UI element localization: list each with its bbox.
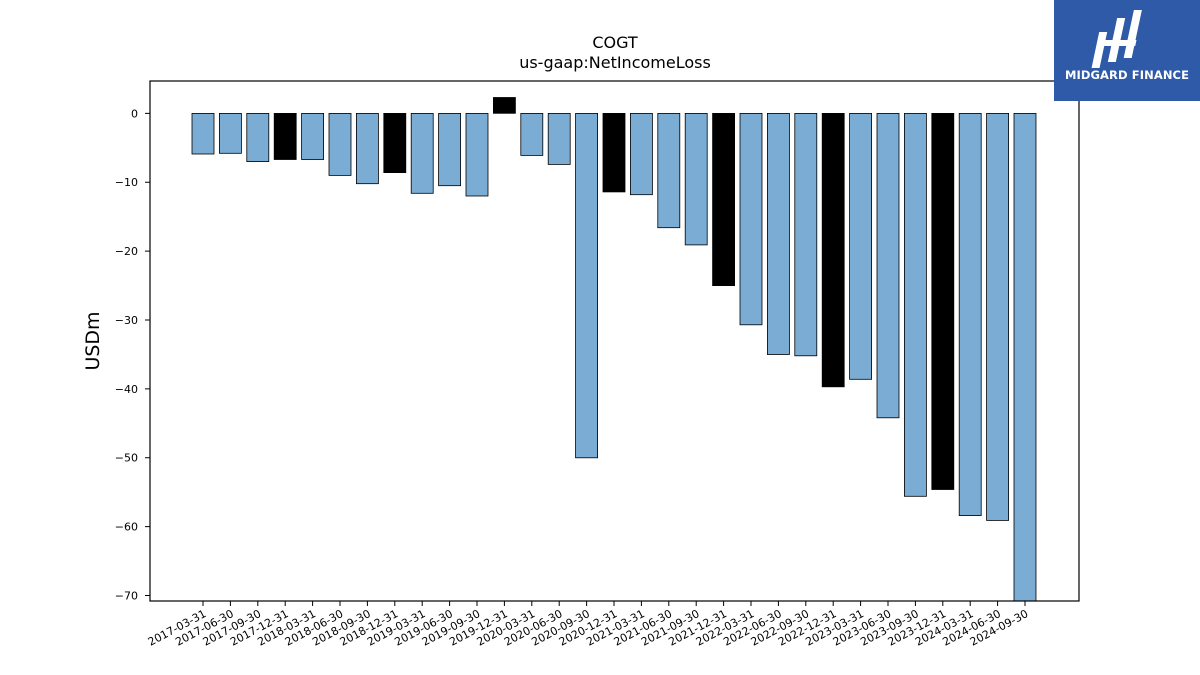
- y-tick-label: −10: [115, 176, 138, 189]
- bar-2023-09-30: [904, 113, 927, 497]
- bar-2021-03-31: [630, 113, 653, 196]
- y-tick-label: −20: [115, 245, 138, 258]
- bar-2019-06-30: [438, 113, 462, 187]
- y-tick-label: −30: [115, 314, 138, 327]
- brand-name: MIDGARD FINANCE: [1064, 68, 1190, 82]
- bar-2019-03-31: [410, 113, 434, 194]
- bar-2024-03-31: [958, 113, 982, 517]
- x-axis: 2017-03-312017-06-302017-09-302017-12-31…: [146, 601, 1030, 649]
- y-tick-label: −60: [115, 521, 138, 534]
- brand-logo: MIDGARD FINANCE: [1054, 0, 1200, 101]
- bar-2020-06-30: [547, 113, 571, 165]
- bar-2017-09-30: [246, 113, 270, 163]
- y-tick-label: −50: [115, 452, 138, 465]
- bar-2021-06-30: [657, 113, 681, 229]
- bar-2019-12-31: [492, 97, 516, 114]
- bar-2020-12-31: [602, 113, 626, 193]
- bar-2017-12-31: [273, 113, 297, 160]
- bar-2023-03-31: [849, 113, 872, 380]
- chart-subtitle: us-gaap:NetIncomeLoss: [519, 53, 711, 72]
- y-axis-label: USDm: [82, 311, 104, 370]
- bar-2019-09-30: [465, 113, 489, 197]
- y-tick-label: −40: [115, 383, 138, 396]
- y-tick-label: −70: [115, 589, 138, 602]
- bar-2018-09-30: [355, 113, 379, 185]
- y-tick-label: 0: [131, 107, 138, 120]
- bar-2021-09-30: [684, 113, 708, 246]
- bar-2022-09-30: [794, 113, 818, 357]
- bar-2023-12-31: [931, 113, 955, 490]
- bar-2024-09-30: [1013, 113, 1037, 602]
- chart-title: COGT: [592, 33, 638, 52]
- bar-2020-09-30: [575, 113, 598, 459]
- bar-2018-06-30: [328, 113, 352, 176]
- midgard-logo-icon: [1091, 10, 1142, 68]
- bar-2017-06-30: [218, 113, 242, 154]
- bars-group: [191, 97, 1037, 602]
- bar-2022-03-31: [739, 113, 763, 326]
- bar-2018-12-31: [383, 113, 407, 174]
- bar-2023-06-30: [876, 113, 900, 419]
- y-axis: 0 −10 −20 −30 −40 −50 −60 −70: [115, 107, 150, 602]
- bar-2021-12-31: [712, 113, 735, 286]
- bar-2022-12-31: [821, 113, 845, 388]
- bar-2017-03-31: [191, 113, 215, 155]
- bar-2018-03-31: [301, 113, 325, 160]
- bar-2024-06-30: [986, 113, 1009, 521]
- bar-2022-06-30: [767, 113, 790, 355]
- bar-2020-03-31: [520, 113, 544, 156]
- plot-frame: [149, 80, 1080, 602]
